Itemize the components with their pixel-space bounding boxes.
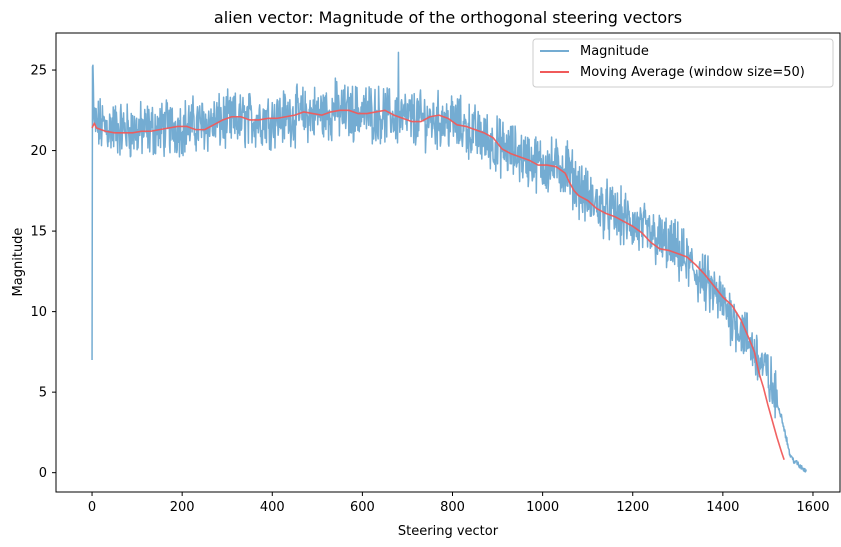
x-tick-label: 200 xyxy=(170,500,195,515)
x-tick-label: 0 xyxy=(88,500,96,515)
y-tick-label: 0 xyxy=(39,466,47,481)
y-tick-label: 5 xyxy=(39,386,47,401)
y-tick-label: 15 xyxy=(30,225,47,240)
chart-title: alien vector: Magnitude of the orthogona… xyxy=(214,8,682,27)
x-tick-label: 600 xyxy=(350,500,375,515)
x-tick-label: 1000 xyxy=(526,500,559,515)
x-tick-label: 1200 xyxy=(616,500,649,515)
legend-label-magnitude: Magnitude xyxy=(580,44,649,59)
legend-box xyxy=(532,38,834,88)
axis-ticks: 0 200 400 600 800 1000 1200 1400 1600 0 5 10 15 20 25 xyxy=(30,64,829,515)
y-axis-label: Magnitude xyxy=(11,228,26,297)
y-tick-label: 25 xyxy=(30,64,47,79)
y-tick-label: 10 xyxy=(30,305,47,320)
x-tick-label: 1400 xyxy=(706,500,739,515)
x-tick-label: 400 xyxy=(260,500,285,515)
plot-frame xyxy=(55,32,841,493)
y-tick-label: 20 xyxy=(30,144,47,159)
series-magnitude-line xyxy=(91,51,807,473)
x-tick-label: 1600 xyxy=(796,500,829,515)
legend: Magnitude Moving Average (window size=50… xyxy=(532,38,834,88)
series-layer xyxy=(91,51,807,473)
series-moving-average-line xyxy=(91,109,785,461)
x-axis-label: Steering vector xyxy=(398,524,499,539)
legend-label-moving-average: Moving Average (window size=50) xyxy=(580,65,805,80)
x-tick-label: 800 xyxy=(440,500,465,515)
